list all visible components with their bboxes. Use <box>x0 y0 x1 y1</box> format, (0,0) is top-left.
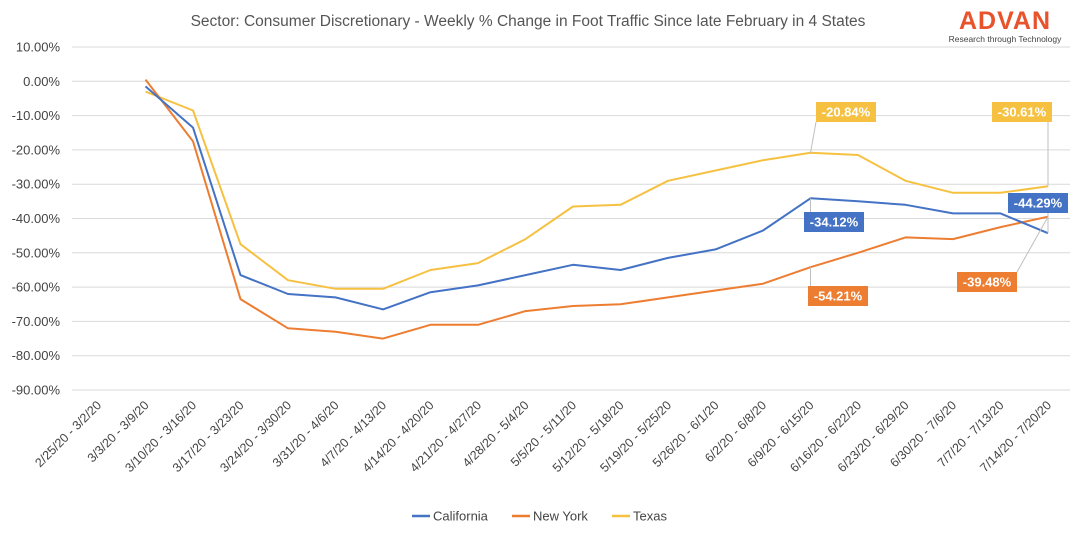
series-lines <box>144 78 1049 340</box>
y-tick-label: -40.00% <box>12 211 61 226</box>
brand-name: ADVAN <box>959 7 1051 35</box>
leader-line <box>1016 216 1049 273</box>
data-labels: -20.84% -30.61% -34.12% -44.29% -54.21% -39.4… <box>804 102 1068 306</box>
series-line-california <box>144 85 1049 311</box>
data-label-text: -30.61% <box>998 105 1047 120</box>
legend-item: Texas <box>612 509 667 524</box>
brand-tagline: Research through Technology <box>949 34 1063 44</box>
data-label: -20.84% <box>810 102 876 153</box>
legend-label: California <box>433 509 489 524</box>
data-label: -44.29% <box>1008 193 1068 234</box>
data-label-box <box>1008 193 1068 213</box>
data-label-box <box>992 102 1052 122</box>
y-axis-ticks: 10.00% 0.00% -10.00% -20.00% -30.00% -40.00% -… <box>12 40 61 398</box>
data-label-box <box>804 212 864 232</box>
y-tick-label: -90.00% <box>12 383 61 398</box>
data-label-text: -20.84% <box>822 105 871 120</box>
data-label-box <box>808 286 868 306</box>
data-label: -34.12% <box>804 198 864 232</box>
y-tick-label: -10.00% <box>12 108 61 123</box>
data-label-text: -54.21% <box>814 289 863 304</box>
y-tick-label: 0.00% <box>23 74 60 89</box>
y-tick-label: -80.00% <box>12 348 61 363</box>
data-label-box <box>816 102 876 122</box>
y-tick-label: -30.00% <box>12 177 61 192</box>
data-label-text: -44.29% <box>1014 196 1063 211</box>
data-label-text: -39.48% <box>963 275 1012 290</box>
legend-label: New York <box>533 509 588 524</box>
legend-item: California <box>412 509 489 524</box>
y-tick-label: 10.00% <box>16 40 61 55</box>
brand-logo: ADVAN Research through Technology <box>949 7 1063 44</box>
data-label: -54.21% <box>808 267 868 306</box>
chart-title: Sector: Consumer Discretionary - Weekly … <box>191 13 866 30</box>
gridlines <box>72 46 1070 391</box>
legend-label: Texas <box>633 509 667 524</box>
data-label-box <box>957 272 1017 292</box>
data-label: -30.61% <box>992 102 1052 187</box>
y-tick-label: -70.00% <box>12 314 61 329</box>
series-line-new-york <box>144 78 1049 340</box>
y-tick-label: -20.00% <box>12 142 61 157</box>
legend: California New York Texas <box>412 509 667 524</box>
y-tick-label: -50.00% <box>12 245 61 260</box>
y-tick-label: -60.00% <box>12 280 61 295</box>
series-line-texas <box>145 90 1049 290</box>
data-label-text: -34.12% <box>810 215 859 230</box>
x-axis-ticks: 2/25/20 - 3/2/203/3/20 - 3/9/203/10/20 -… <box>32 398 1054 475</box>
data-label: -39.48% <box>957 216 1049 292</box>
legend-item: New York <box>512 509 588 524</box>
leader-line <box>810 121 817 153</box>
